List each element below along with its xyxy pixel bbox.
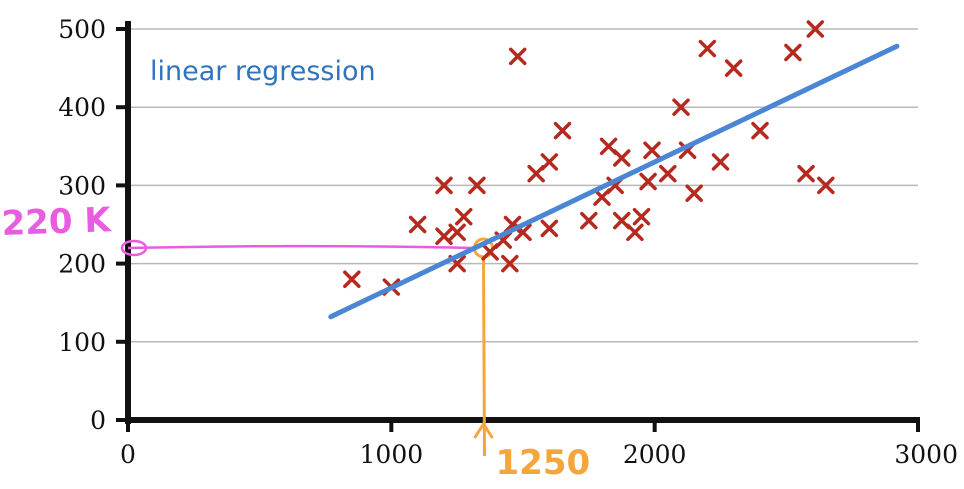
data-points [343,20,835,296]
grid-lines [128,28,918,343]
data-point [806,20,825,38]
y-marker-circle [120,239,148,257]
data-point [672,98,690,116]
data-point [540,153,559,171]
x-tick-label: 3000 [894,440,958,469]
data-point [817,176,835,195]
y-tick-label: 100 [58,328,106,357]
data-point [408,215,427,234]
x-tick-label: 0 [120,440,136,469]
data-point [448,223,466,242]
data-point [724,59,743,77]
data-point [711,153,730,171]
data-point [501,254,519,273]
y-marker-line [127,244,476,250]
y-tick-label: 300 [58,171,106,200]
data-point [508,47,527,66]
data-point [751,121,769,140]
data-point [698,39,717,58]
data-point [343,270,361,288]
y-tick-label: 200 [58,250,106,279]
data-point [468,176,486,195]
x-tick-label: 2000 [623,440,687,469]
regression-line [328,43,900,320]
data-point [639,172,657,191]
y-axis-ticks: 0 100 200 300 400 500 [58,15,128,435]
data-point [435,176,453,195]
data-point [540,219,559,238]
data-point [553,121,572,140]
data-point [797,164,815,183]
y-marker-label: 220 K [1,200,113,244]
x-marker-arrowhead [473,421,494,439]
x-tick-label: 1000 [360,440,424,469]
data-point [632,207,651,226]
data-point [435,227,453,245]
x-axis-ticks: 0 1000 2000 3000 [120,420,958,469]
data-point [659,164,677,183]
y-tick-label: 500 [58,15,106,44]
prediction-annotations [120,237,494,457]
axes [125,21,920,424]
data-point [580,211,598,230]
data-point [455,207,473,226]
data-point [784,43,802,62]
y-tick-label: 0 [90,406,106,435]
regression-line-label: linear regression [150,56,376,87]
y-tick-label: 400 [58,93,106,122]
data-point [613,149,631,167]
data-point [685,184,703,202]
x-marker-label: 1250 [496,443,591,483]
data-point [626,223,644,242]
data-point [643,141,661,159]
